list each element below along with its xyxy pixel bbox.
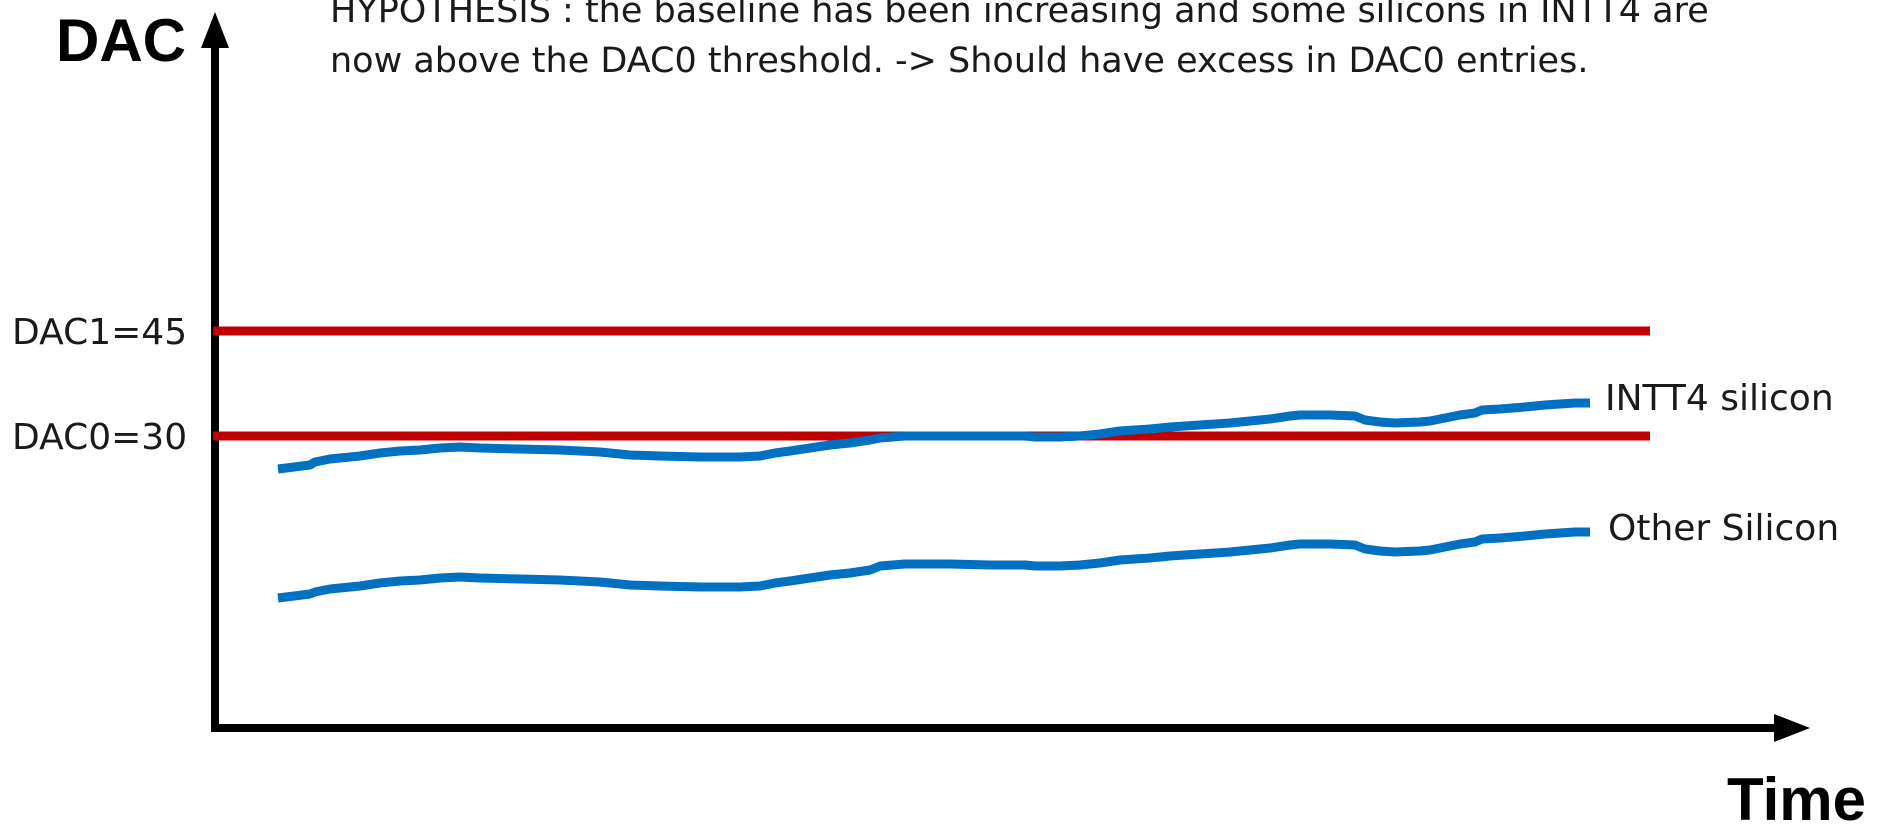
threshold-label-dac1: DAC1=45 bbox=[12, 312, 187, 353]
hypothesis-line-2: now above the DAC0 threshold. -> Should … bbox=[330, 41, 1588, 81]
curve-label-other: Other Silicon bbox=[1608, 508, 1839, 549]
curve-other-silicon bbox=[277, 527, 1590, 603]
threshold-label-dac0: DAC0=30 bbox=[12, 417, 187, 458]
y-axis-title: DAC bbox=[56, 7, 186, 74]
axes bbox=[201, 12, 1810, 742]
curve-label-intt4: INTT4 silicon bbox=[1605, 378, 1834, 419]
x-axis-title: Time bbox=[1727, 766, 1866, 826]
hypothesis-line-1: HYPOTHESIS : the baseline has been incre… bbox=[330, 0, 1709, 31]
x-axis-arrowhead bbox=[1774, 714, 1810, 742]
curve-intt4-silicon bbox=[277, 398, 1590, 474]
y-axis-arrowhead bbox=[201, 12, 229, 48]
